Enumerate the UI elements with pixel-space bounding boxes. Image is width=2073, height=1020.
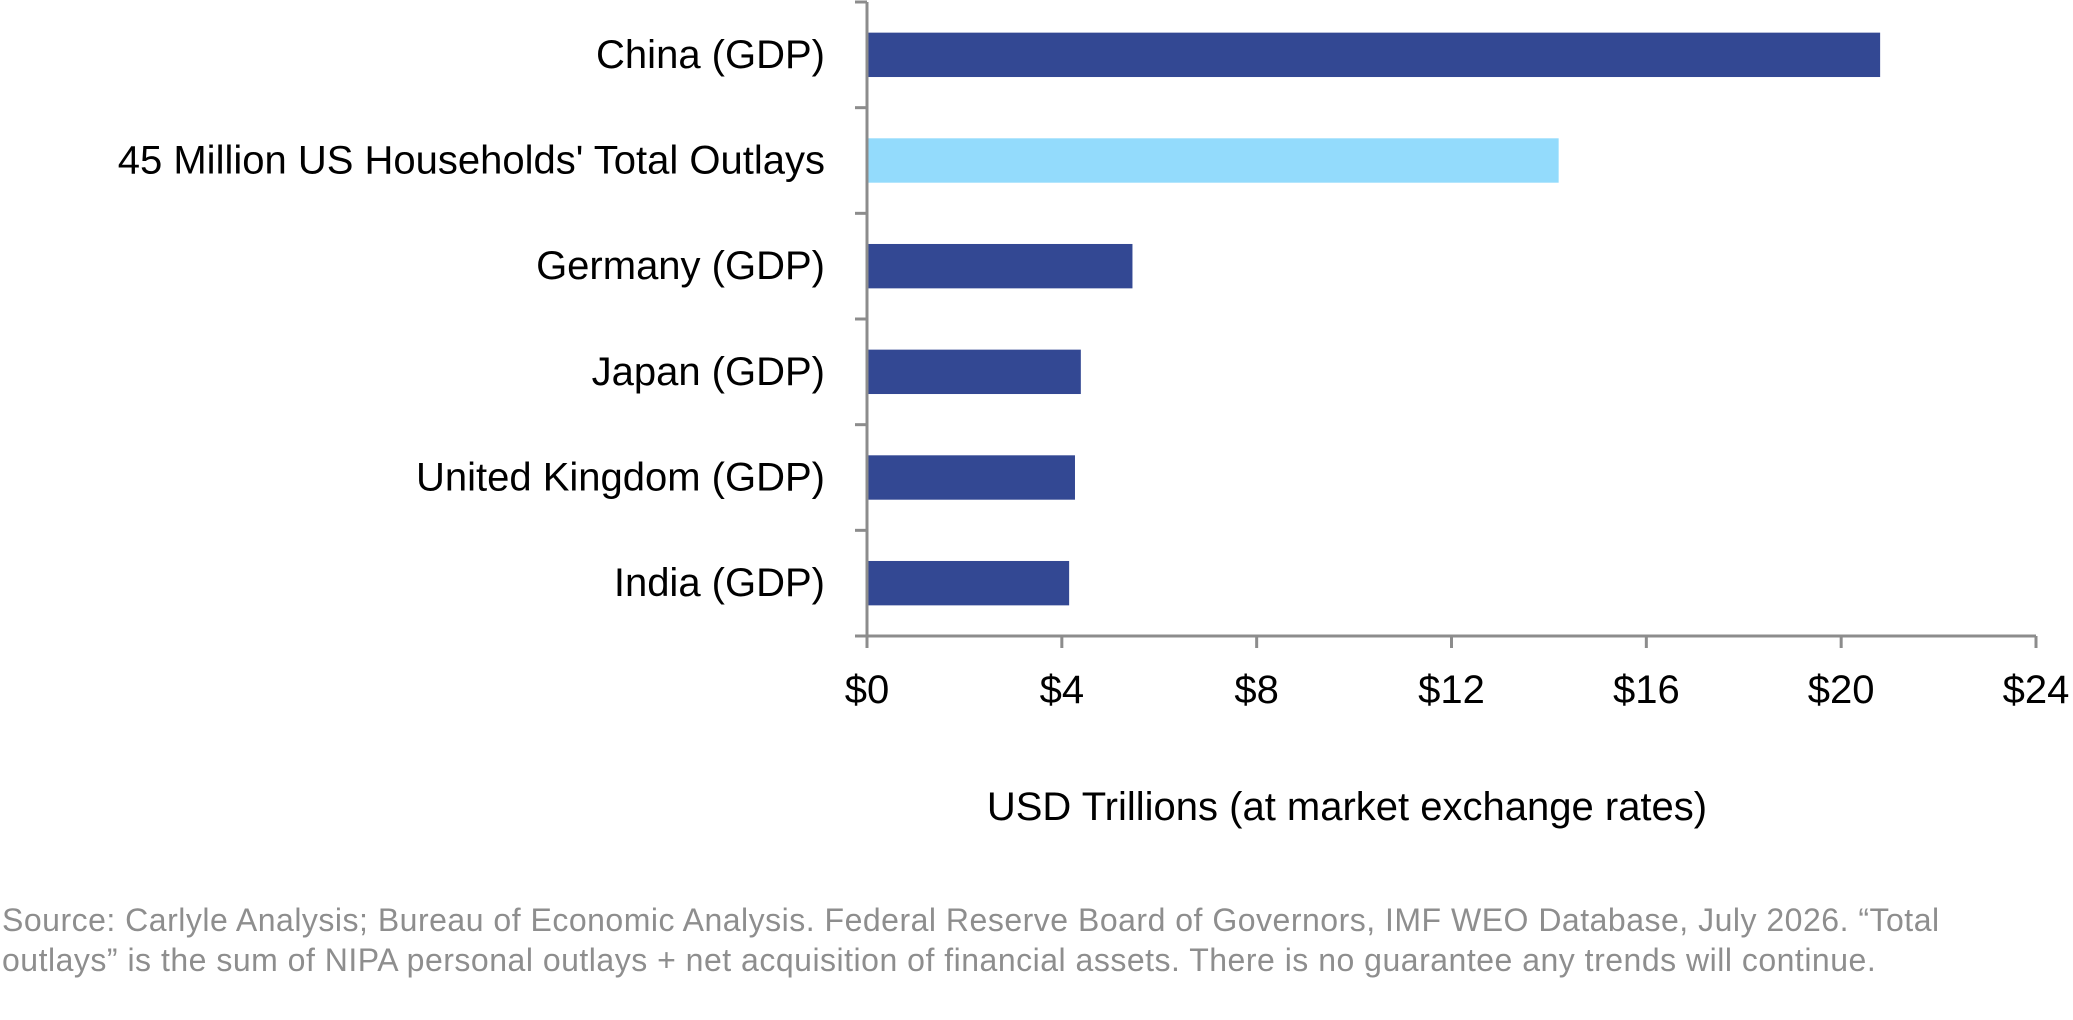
x-axis-title: USD Trillions (at market exchange rates) — [987, 785, 1707, 829]
category-label: 45 Million US Households' Total Outlays — [118, 139, 825, 183]
x-tick-label: $20 — [1808, 668, 1875, 712]
category-labels: China (GDP) 45 Million US Households' Tot… — [118, 33, 825, 605]
x-tick-label: $16 — [1613, 668, 1680, 712]
category-label: United Kingdom (GDP) — [416, 456, 825, 500]
x-tick-label: $12 — [1418, 668, 1485, 712]
bar-3 — [867, 243, 1133, 289]
bar-2 — [867, 138, 1559, 183]
axes — [855, 0, 2038, 648]
bar-6 — [867, 560, 1070, 606]
bar-4 — [867, 349, 1081, 395]
bar-1 — [867, 32, 1881, 78]
category-label: India (GDP) — [614, 561, 825, 605]
bars — [867, 32, 1881, 606]
x-tick-label: $24 — [2003, 668, 2070, 712]
x-tick-label: $4 — [1040, 668, 1085, 712]
category-label: China (GDP) — [596, 33, 825, 77]
x-tick-label: $0 — [845, 668, 890, 712]
source-footnote: Source: Carlyle Analysis; Bureau of Econ… — [2, 902, 1940, 978]
x-tick-labels: $0 $4 $8 $12 $16 $20 $24 — [845, 668, 2070, 712]
bar-5 — [867, 455, 1075, 500]
bar-chart: China (GDP) 45 Million US Households' Tot… — [118, 0, 2070, 829]
category-label: Japan (GDP) — [592, 350, 825, 394]
category-label: Germany (GDP) — [536, 244, 825, 288]
x-tick-label: $8 — [1234, 668, 1279, 712]
